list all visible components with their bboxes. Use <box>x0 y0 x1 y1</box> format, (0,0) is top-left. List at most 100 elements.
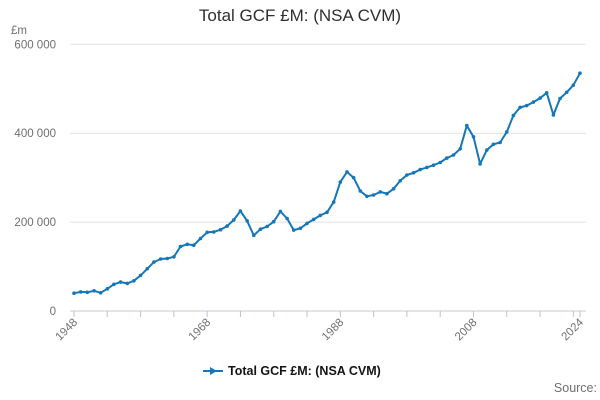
x-axis-tick-label: 1968 <box>187 317 214 344</box>
data-point <box>318 213 323 218</box>
data-point <box>291 228 296 232</box>
data-point <box>258 227 263 231</box>
data-point <box>458 147 463 151</box>
data-point <box>405 173 409 177</box>
y-axis-tick-label: 0 <box>50 306 56 318</box>
legend-marker-icon <box>210 367 217 375</box>
data-point <box>198 236 203 241</box>
data-point <box>105 287 110 291</box>
data-point <box>112 282 116 287</box>
data-point <box>118 280 123 284</box>
chart-title: Total GCF £M: (NSA CVM) <box>199 6 401 25</box>
data-point <box>511 113 516 118</box>
data-point <box>205 230 209 235</box>
data-point <box>518 105 522 110</box>
data-point <box>278 209 283 214</box>
data-point <box>365 194 369 199</box>
data-point <box>132 279 136 283</box>
data-point <box>358 189 363 193</box>
x-axis <box>73 311 581 317</box>
data-point <box>431 163 436 167</box>
x-axis-tick-label: 1988 <box>320 317 347 344</box>
legend-label: Total GCF £M: (NSA CVM) <box>228 364 381 378</box>
data-point <box>398 179 403 183</box>
gridlines <box>70 43 586 312</box>
y-axis-tick-label: 600 000 <box>14 39 56 51</box>
data-point <box>218 227 223 232</box>
data-point <box>178 244 183 249</box>
data-point <box>271 219 276 224</box>
data-point <box>238 209 243 213</box>
data-point <box>192 243 196 247</box>
data-point <box>212 230 216 234</box>
data-point <box>478 162 482 166</box>
data-point <box>331 200 336 204</box>
y-axis-unit-label: £m <box>11 25 27 37</box>
source-label: Source: <box>554 381 597 395</box>
data-point <box>451 153 456 157</box>
data-point <box>471 135 476 139</box>
data-point <box>252 233 256 238</box>
x-axis-tick-label: 2024 <box>560 316 587 343</box>
data-point <box>551 113 556 117</box>
data-point <box>465 123 469 128</box>
data-point <box>351 175 356 180</box>
x-axis-tick-label: 1948 <box>54 317 81 344</box>
data-point <box>305 221 309 226</box>
data-point <box>571 83 576 87</box>
data-point <box>311 217 316 222</box>
data-point <box>325 210 329 215</box>
data-point <box>578 71 582 75</box>
data-point <box>152 260 156 264</box>
data-point <box>391 187 396 191</box>
data-point <box>531 100 536 104</box>
data-point <box>558 96 562 101</box>
data-point <box>265 224 269 229</box>
x-axis-tick-labels: 1948 1968 1988 2008 2024 <box>54 316 587 343</box>
data-point <box>125 281 130 286</box>
data-point <box>498 140 502 145</box>
data-point <box>245 219 249 223</box>
data-point <box>138 273 143 278</box>
data-point <box>172 254 176 259</box>
data-point <box>285 216 289 221</box>
x-axis-tick-label: 2008 <box>453 317 480 344</box>
data-point <box>185 242 189 247</box>
data-point <box>538 96 542 100</box>
data-point <box>165 256 169 261</box>
data-point <box>544 91 549 95</box>
data-point <box>345 170 349 174</box>
data-point <box>425 165 429 170</box>
y-axis-tick-label: 400 000 <box>14 128 56 140</box>
data-point <box>225 224 229 228</box>
data-point <box>385 191 389 196</box>
data-point <box>338 180 343 184</box>
data-point <box>158 257 163 261</box>
data-point <box>298 226 303 231</box>
data-point <box>445 156 449 160</box>
legend-item-total-gcf[interactable]: Total GCF £M: (NSA CVM) <box>203 364 381 378</box>
data-point <box>418 167 423 172</box>
data-point <box>485 148 489 152</box>
data-point <box>524 103 529 108</box>
series-line <box>73 72 581 295</box>
data-point <box>564 90 569 95</box>
data-point <box>78 290 83 294</box>
data-point <box>145 267 149 271</box>
data-point <box>72 291 76 296</box>
data-point <box>411 171 416 175</box>
data-point <box>85 290 90 295</box>
data-point <box>371 193 376 197</box>
data-point <box>98 291 103 295</box>
data-point <box>505 130 509 134</box>
data-point <box>491 142 496 147</box>
y-axis-tick-label: 200 000 <box>14 217 56 229</box>
data-point <box>378 190 383 194</box>
data-point <box>438 160 443 165</box>
data-point <box>92 289 96 293</box>
data-point <box>232 218 236 222</box>
y-axis-tick-labels: 600 000 400 000 200 000 0 <box>14 39 56 318</box>
data-series-total-gcf <box>72 71 582 296</box>
